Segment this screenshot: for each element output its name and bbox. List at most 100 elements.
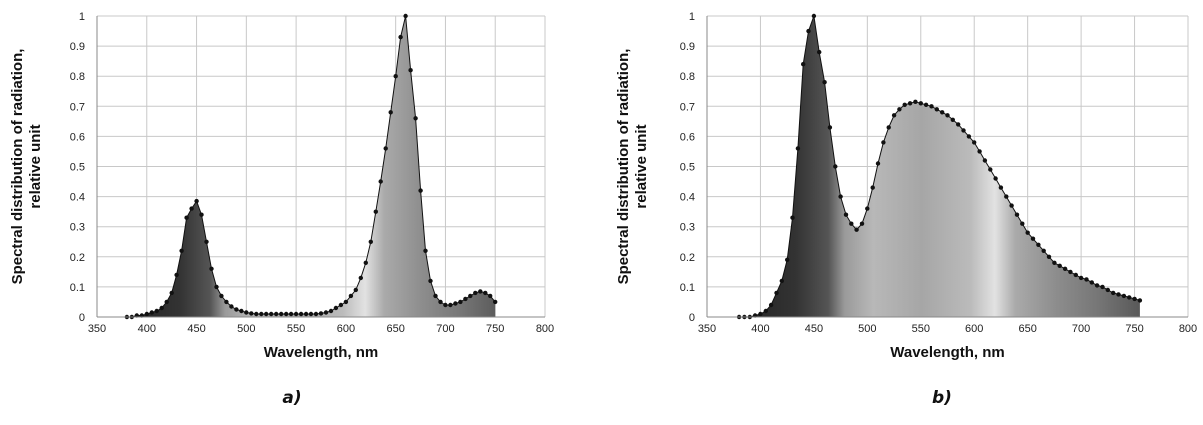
x-tick-label: 550	[287, 323, 305, 335]
data-point	[758, 311, 763, 317]
x-tick-label: 650	[386, 323, 404, 335]
data-point	[318, 311, 324, 316]
y-tick-label: 0.5	[70, 162, 85, 174]
data-point	[418, 188, 423, 193]
data-point	[865, 206, 870, 211]
data-point	[763, 308, 768, 314]
data-point	[827, 125, 833, 130]
data-point	[373, 209, 378, 214]
data-point	[1121, 293, 1127, 299]
data-point	[468, 293, 473, 299]
x-tick-label: 550	[912, 323, 930, 335]
y-tick-label: 0.1	[680, 282, 695, 294]
data-point	[393, 74, 398, 79]
spectrum-chart-b: 350 400 450 500 550 600 650 700 750 800 0 0.1 0.2 0.3…	[615, 11, 1197, 361]
data-point	[244, 310, 249, 315]
data-point	[353, 287, 358, 293]
data-point	[174, 272, 179, 278]
x-tick-label: 500	[858, 323, 876, 335]
data-point	[907, 101, 913, 106]
data-point	[1111, 290, 1116, 296]
data-point	[923, 102, 929, 108]
x-tick-label: 400	[138, 323, 156, 335]
data-point	[1036, 242, 1041, 247]
data-point	[179, 248, 184, 253]
data-point	[348, 293, 354, 299]
y-axis-title-line2: relative unit	[27, 124, 44, 208]
data-point	[1127, 295, 1132, 300]
data-point	[398, 34, 403, 40]
data-point	[338, 302, 344, 308]
data-point	[1137, 298, 1143, 303]
x-axis-title: Wavelength, nm	[264, 344, 378, 361]
data-point	[423, 248, 428, 253]
data-point	[298, 311, 304, 317]
data-point	[428, 278, 433, 284]
x-tick-label: 350	[698, 323, 716, 335]
data-point	[897, 107, 902, 112]
data-point	[961, 128, 966, 133]
data-point	[998, 185, 1004, 190]
data-point	[982, 158, 988, 163]
data-point	[194, 198, 199, 204]
data-point	[328, 308, 334, 314]
data-point	[483, 290, 488, 296]
data-point	[817, 49, 822, 55]
data-point	[806, 28, 811, 34]
data-point	[363, 260, 368, 265]
y-tick-label: 0.8	[680, 71, 695, 83]
data-point	[1020, 221, 1025, 226]
y-tick-label: 0.4	[680, 192, 695, 204]
data-point	[1073, 272, 1078, 278]
chart-panel-a: 350 400 450 500 550 600 650 700 750 800 0 0.1 0.2 0.3…	[0, 0, 595, 425]
spectrum-line	[739, 15, 1141, 318]
data-point	[254, 311, 259, 317]
data-point	[249, 311, 254, 316]
y-axis-title-line1: Spectral distribution of radiation,	[615, 49, 632, 285]
data-point	[438, 299, 443, 305]
data-point	[918, 101, 923, 106]
data-point	[209, 266, 214, 271]
data-point	[870, 185, 875, 190]
y-axis-title-line1: Spectral distribution of radiation,	[9, 49, 26, 285]
data-point	[169, 290, 174, 296]
data-point	[164, 299, 169, 305]
data-point	[790, 215, 795, 220]
data-point	[774, 290, 779, 296]
data-point	[875, 161, 881, 166]
data-point	[966, 134, 972, 139]
data-point	[843, 212, 849, 217]
data-point	[859, 221, 865, 226]
data-point	[854, 227, 859, 232]
data-point	[1132, 296, 1137, 302]
panel-label-a: a)	[282, 388, 302, 408]
data-point	[1089, 280, 1094, 285]
data-point	[1057, 263, 1062, 268]
data-point	[849, 221, 854, 226]
data-point	[795, 146, 801, 151]
y-tick-label: 0	[689, 312, 695, 324]
data-point	[785, 257, 790, 262]
data-point	[303, 311, 309, 317]
x-tick-label: 700	[436, 323, 454, 335]
data-points	[736, 13, 1143, 320]
data-point	[229, 304, 234, 309]
data-point	[1084, 277, 1089, 282]
y-tick-label: 0.6	[70, 131, 85, 143]
data-point	[274, 311, 279, 317]
data-point	[822, 80, 827, 85]
y-tick-label: 0.3	[70, 222, 85, 234]
x-tick-label: 600	[965, 323, 983, 335]
x-tick-label: 350	[88, 323, 106, 335]
x-tick-label: 700	[1072, 323, 1090, 335]
x-tick-label: 800	[536, 323, 554, 335]
y-tick-label: 1	[689, 11, 695, 23]
data-point	[368, 239, 373, 244]
data-point	[881, 140, 886, 145]
spectrum-chart-a: 350 400 450 500 550 600 650 700 750 800 0 0.1 0.2 0.3…	[9, 11, 554, 361]
data-point	[934, 107, 939, 112]
grid	[96, 15, 546, 318]
y-tick-label: 0.6	[680, 131, 695, 143]
data-point	[811, 13, 817, 19]
y-tick-label: 0.9	[680, 41, 695, 53]
